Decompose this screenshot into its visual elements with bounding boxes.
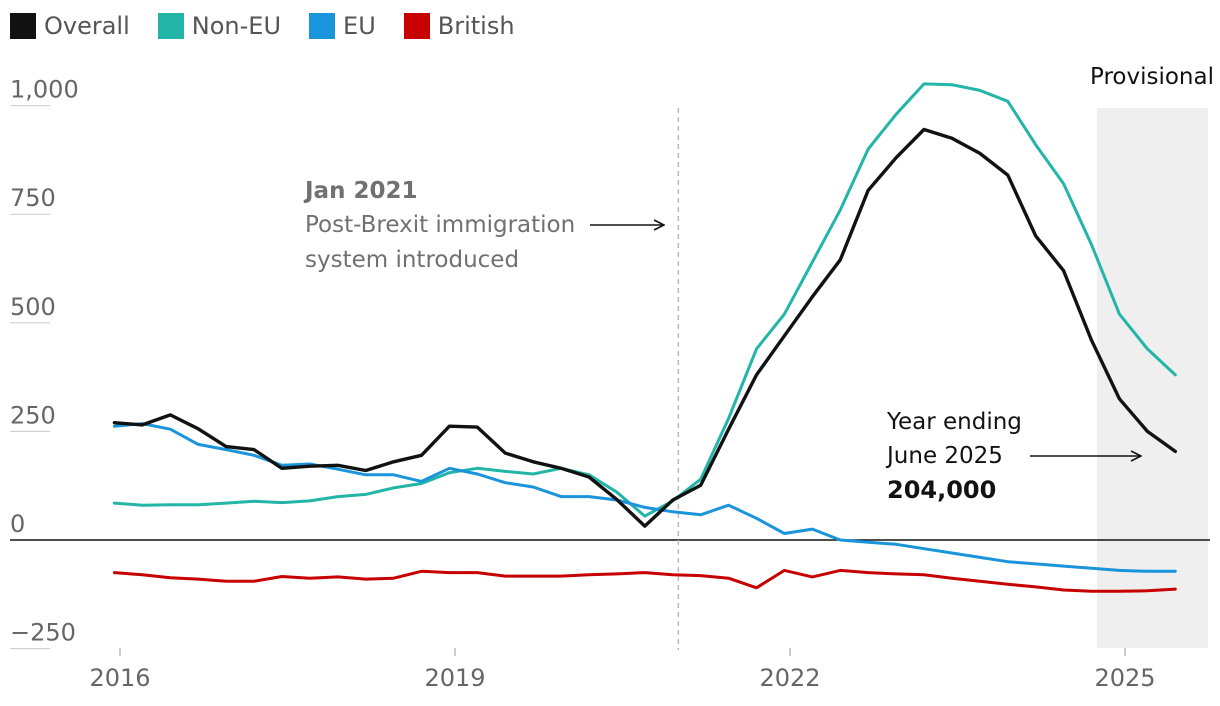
legend-item-non-eu: Non-EU	[157, 12, 282, 40]
brexit-annotation-line1: Post-Brexit immigration	[305, 212, 575, 238]
latest-annotation-line1: Year ending	[886, 409, 1022, 435]
legend-swatch-non-eu	[157, 13, 184, 39]
legend-label-british: British	[437, 12, 515, 40]
x-tick-label: 2022	[759, 664, 820, 692]
y-tick-label: 750	[10, 184, 56, 212]
y-tick-label: 250	[10, 401, 56, 429]
latest-value-label: 204,000	[887, 476, 996, 504]
series-line-british	[112, 568, 1177, 593]
series-line-overall	[112, 127, 1178, 528]
legend-label-eu: EU	[343, 12, 376, 40]
x-axis-ticks: 2016 2019 2022 2025	[89, 648, 1156, 692]
provisional-band	[1097, 108, 1208, 648]
y-tick-label: 1,000	[10, 76, 79, 104]
x-tick-label: 2019	[424, 664, 485, 692]
legend-label-non-eu: Non-EU	[191, 12, 282, 40]
x-tick-label: 2016	[89, 664, 150, 692]
y-tick-label: 500	[10, 293, 56, 321]
provisional-label: Provisional	[1090, 64, 1214, 90]
legend-swatch-overall	[10, 13, 36, 39]
x-tick-label: 2025	[1094, 664, 1155, 692]
y-tick-label: −250	[10, 619, 76, 647]
legend-swatch-british	[403, 13, 430, 39]
gridlines	[10, 105, 1210, 650]
y-axis-ticks: −250 0 250 500 750 1,000	[10, 76, 79, 647]
legend-item-british: British	[403, 12, 515, 40]
series-line-non-eu	[112, 82, 1177, 518]
series-lines	[112, 82, 1178, 593]
latest-annotation-line2: June 2025	[885, 443, 1003, 469]
legend-item-eu: EU	[309, 12, 376, 40]
brexit-date-label: Jan 2021	[303, 178, 417, 204]
legend-label-overall: Overall	[44, 12, 130, 40]
legend-swatch-eu	[309, 13, 336, 39]
y-tick-label: 0	[10, 510, 25, 538]
legend: Overall Non-EU EU British	[10, 12, 515, 40]
series-line-eu	[112, 422, 1177, 573]
brexit-annotation-line2: system introduced	[305, 247, 519, 273]
legend-item-overall: Overall	[10, 12, 130, 40]
